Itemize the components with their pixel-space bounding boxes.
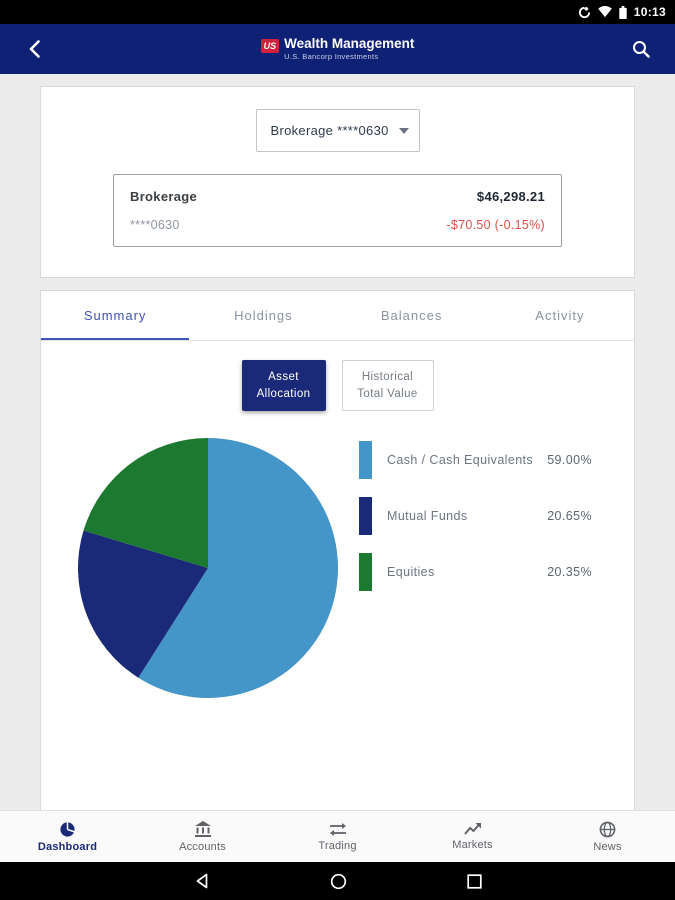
legend-swatch-cash: [359, 441, 372, 480]
android-back-button[interactable]: [194, 873, 210, 889]
nav-markets[interactable]: Markets: [405, 811, 540, 862]
brand-title: Wealth Management: [284, 36, 415, 52]
tab-balances[interactable]: Balances: [380, 308, 443, 323]
tab-holdings[interactable]: Holdings: [234, 308, 293, 323]
android-recents-button[interactable]: [466, 873, 482, 889]
brand-subtitle: U.S. Bancorp Investments: [284, 51, 379, 61]
legend-item-cash: Cash / Cash Equivalents 59.00%: [359, 441, 592, 480]
legend-label-cash: Cash / Cash Equivalents: [387, 453, 534, 468]
historical-line1: Historical: [361, 371, 414, 383]
legend-swatch-mutual-funds: [359, 497, 372, 536]
search-icon: [633, 41, 650, 58]
legend-item-equities: Equities 20.35%: [359, 553, 592, 592]
historical-total-value-toggle[interactable]: Historical Total Value: [341, 360, 434, 412]
asset-allocation-chart: Cash / Cash Equivalents 59.00% Mutual Fu…: [41, 411, 634, 701]
account-card: Brokerage ****0630 Brokerage $46,298.21 …: [40, 86, 635, 278]
legend-pct-mutual-funds: 20.65%: [547, 509, 592, 524]
main-content: Brokerage ****0630 Brokerage $46,298.21 …: [0, 74, 675, 812]
account-dropdown[interactable]: Brokerage ****0630: [255, 109, 420, 152]
nav-news-label: News: [593, 840, 622, 853]
android-home-button[interactable]: [330, 873, 347, 890]
app-header: US Wealth Management U.S. Bancorp Invest…: [0, 24, 675, 74]
android-navigation-bar: [0, 862, 675, 900]
pie-slice-1: [78, 530, 208, 679]
pie-chart-svg: [78, 438, 339, 699]
back-button[interactable]: [14, 24, 54, 74]
data-saver-icon: [578, 5, 591, 19]
trading-arrows-icon: [329, 822, 346, 836]
pie-chart: [57, 435, 359, 701]
nav-accounts[interactable]: Accounts: [135, 811, 270, 862]
legend-pct-equities: 20.35%: [547, 565, 592, 580]
legend-swatch-equities: [359, 553, 372, 592]
globe-icon: [599, 821, 616, 837]
bottom-navigation: Dashboard Accounts Trading Markets News: [0, 810, 675, 862]
search-button[interactable]: [621, 24, 661, 74]
nav-accounts-label: Accounts: [179, 840, 226, 853]
nav-dashboard[interactable]: Dashboard: [0, 811, 135, 862]
historical-line2: Total Value: [357, 387, 418, 400]
trending-up-icon: [463, 823, 481, 835]
chevron-down-icon: [398, 127, 409, 134]
chart-legend: Cash / Cash Equivalents 59.00% Mutual Fu…: [359, 435, 592, 701]
account-change: -$70.50 (-0.15%): [446, 218, 545, 232]
legend-item-mutual-funds: Mutual Funds 20.65%: [359, 497, 592, 536]
asset-allocation-line1: Asset: [268, 371, 299, 383]
status-bar: 10:13: [0, 0, 675, 24]
asset-allocation-line2: Allocation: [256, 387, 311, 400]
dashboard-icon: [60, 821, 75, 837]
account-dropdown-label: Brokerage ****0630: [270, 123, 389, 138]
account-number: ****0630: [130, 218, 180, 232]
asset-allocation-toggle[interactable]: Asset Allocation: [241, 360, 326, 412]
pie-slice-0: [138, 438, 339, 699]
summary-card: Summary Holdings Balances Activity Asset…: [40, 290, 635, 812]
legend-pct-cash: 59.00%: [547, 453, 592, 468]
account-name: Brokerage: [130, 189, 198, 204]
tab-bar: Summary Holdings Balances Activity: [41, 291, 634, 341]
account-summary-box: Brokerage $46,298.21 ****0630 -$70.50 (-…: [113, 174, 562, 247]
us-bank-badge-icon: US: [260, 39, 280, 54]
tab-activity[interactable]: Activity: [535, 308, 585, 323]
android-recents-icon: [466, 873, 482, 889]
nav-markets-label: Markets: [452, 839, 493, 851]
status-time: 10:13: [633, 5, 666, 19]
android-home-icon: [330, 873, 346, 889]
bank-icon: [194, 820, 211, 837]
pie-slice-2: [83, 438, 208, 569]
wifi-icon: [597, 6, 612, 18]
battery-icon: [619, 5, 627, 19]
brand-logo: US Wealth Management U.S. Bancorp Invest…: [260, 36, 415, 61]
legend-label-equities: Equities: [387, 565, 435, 580]
view-toggles: Asset Allocation Historical Total Value: [41, 360, 634, 412]
tab-summary[interactable]: Summary: [41, 291, 190, 340]
account-value: $46,298.21: [476, 189, 545, 204]
nav-trading-label: Trading: [318, 839, 357, 852]
nav-news[interactable]: News: [540, 811, 675, 862]
nav-dashboard-label: Dashboard: [37, 840, 98, 853]
android-back-icon: [196, 873, 207, 889]
nav-trading[interactable]: Trading: [270, 811, 405, 862]
legend-label-mutual-funds: Mutual Funds: [387, 509, 468, 524]
